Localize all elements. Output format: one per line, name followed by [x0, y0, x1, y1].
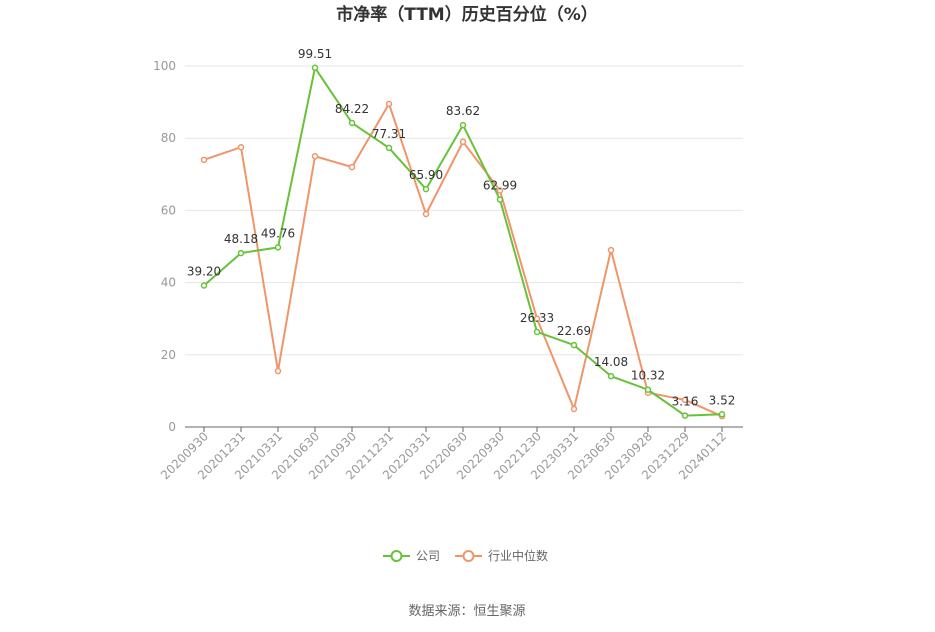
legend-label-industry-median: 行业中位数 — [488, 548, 548, 563]
data-point[interactable] — [311, 153, 319, 160]
legend-marker-industry-median — [462, 550, 475, 562]
data-point[interactable] — [348, 163, 356, 171]
data-label: 26.33 — [520, 311, 554, 325]
data-label: 10.32 — [631, 369, 665, 383]
y-tick-label: 60 — [161, 203, 176, 217]
data-label: 3.16 — [672, 395, 699, 409]
legend-item-industry-median[interactable]: 行业中位数 — [455, 548, 548, 563]
y-tick-label: 20 — [161, 348, 176, 362]
data-point[interactable] — [533, 328, 541, 336]
data-point[interactable] — [607, 372, 615, 380]
data-point[interactable] — [274, 367, 282, 375]
data-point[interactable] — [533, 315, 541, 322]
grid — [185, 65, 743, 356]
data-label: 3.52 — [709, 393, 736, 407]
legend[interactable]: 公司 行业中位数 — [383, 548, 548, 563]
data-point[interactable] — [237, 249, 245, 257]
data-label: 83.62 — [446, 104, 480, 118]
data-point[interactable] — [311, 64, 319, 72]
data-point[interactable] — [681, 412, 689, 419]
data-label: 22.69 — [557, 324, 591, 338]
data-point[interactable] — [570, 405, 578, 413]
y-axis: 0 20 40 60 80 100 — [153, 59, 176, 434]
data-label: 39.20 — [187, 264, 221, 278]
data-point[interactable] — [459, 138, 467, 146]
data-label: 14.08 — [594, 355, 628, 369]
legend-marker-company — [390, 550, 403, 562]
data-point[interactable] — [496, 187, 504, 194]
series — [200, 64, 726, 420]
data-point[interactable] — [681, 396, 689, 404]
data-label: 99.51 — [298, 47, 332, 61]
data-point[interactable] — [718, 411, 726, 418]
data-label: 49.76 — [261, 226, 295, 240]
chart-title: 市净率（TTM）历史百分位（%） — [336, 4, 598, 25]
data-point[interactable] — [422, 210, 430, 218]
data-point[interactable] — [385, 100, 393, 108]
data-source: 数据来源：恒生聚源 — [408, 604, 525, 619]
legend-item-company[interactable]: 公司 — [383, 549, 440, 563]
y-tick-label: 40 — [161, 276, 176, 290]
data-point[interactable] — [200, 282, 208, 289]
y-tick-label: 100 — [153, 59, 176, 73]
data-point[interactable] — [496, 196, 504, 203]
data-label: 77.31 — [372, 127, 406, 141]
data-point[interactable] — [422, 185, 430, 193]
data-label: 62.99 — [483, 179, 517, 193]
data-point[interactable] — [200, 156, 208, 164]
data-point[interactable] — [237, 143, 245, 151]
data-point[interactable] — [385, 144, 393, 152]
x-axis: 2020093020201231202103312021063020210930… — [158, 426, 743, 482]
data-point[interactable] — [459, 121, 467, 129]
y-tick-label: 0 — [168, 420, 176, 434]
series-line — [203, 66, 723, 417]
data-label: 48.18 — [224, 232, 258, 246]
data-label: 65.90 — [409, 168, 443, 182]
legend-label-company: 公司 — [416, 549, 440, 563]
data-point[interactable] — [348, 119, 356, 127]
data-label: 84.22 — [335, 102, 369, 116]
y-tick-label: 80 — [161, 131, 176, 145]
data-point[interactable] — [644, 386, 652, 393]
data-point[interactable] — [570, 341, 578, 349]
data-point[interactable] — [274, 244, 282, 251]
data-point[interactable] — [607, 246, 615, 254]
series-company — [200, 64, 726, 419]
